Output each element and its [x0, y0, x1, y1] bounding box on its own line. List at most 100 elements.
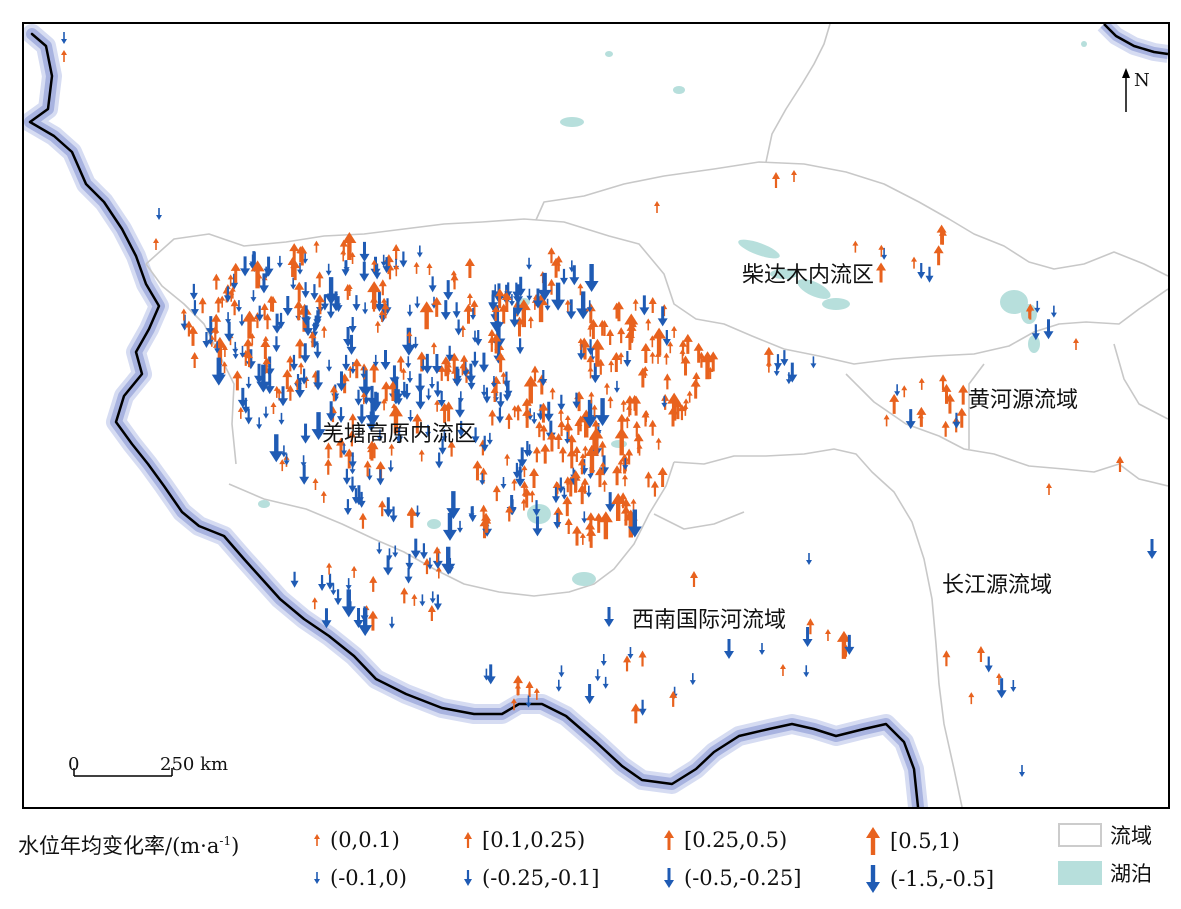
arrow-down-icon [412, 336, 419, 349]
arrow-down-icon [348, 452, 357, 469]
arrow-up-icon [510, 698, 517, 711]
arrow-up-icon [358, 512, 367, 529]
arrow-up-icon [679, 339, 688, 356]
arrow-up-icon [393, 264, 400, 277]
arrow-up-icon [584, 423, 591, 436]
arrow-down-icon [431, 353, 442, 374]
arrow-up-icon [487, 329, 496, 346]
arrow-down-icon [627, 647, 634, 660]
arrow-up-icon [369, 575, 378, 592]
arrow-down-icon [526, 257, 533, 270]
arrow-up-icon [367, 281, 382, 310]
arrow-down-icon [500, 476, 507, 489]
arrow-down-icon [211, 357, 226, 386]
label-qaidam: 柴达木内流区 [742, 263, 875, 288]
arrow-down-icon [509, 307, 520, 328]
north-label: N [1134, 70, 1150, 91]
arrow-up-icon [643, 409, 650, 422]
arrow-down-icon [613, 380, 620, 393]
arrow-up-icon [621, 474, 628, 487]
legend-fall-4-label: (-1.5,-0.5] [890, 867, 995, 891]
label-southwest: 西南国际河流域 [632, 608, 787, 633]
arrow-down-icon [282, 295, 293, 316]
arrow-down-icon [353, 608, 364, 629]
arrow-down-icon [481, 384, 488, 397]
arrow-down-icon [360, 606, 369, 623]
arrow-down-icon [294, 378, 305, 399]
arrow-down-icon [372, 354, 379, 367]
arrow-up-icon [492, 485, 501, 502]
arrow-down-icon [461, 360, 470, 377]
arrow-up-icon [633, 433, 644, 454]
arrow-down-icon [314, 872, 320, 884]
arrow-up-icon [378, 500, 387, 517]
arrow-down-icon [429, 377, 436, 390]
legend-arrow-mark [866, 865, 880, 893]
legend-rise-2-label: [0.1,0.25) [482, 828, 586, 852]
arrow-up-icon [418, 449, 425, 462]
arrow-up-icon [367, 610, 378, 631]
arrow-down-icon [380, 350, 391, 371]
arrow-up-icon [262, 357, 271, 374]
arrow-up-icon [522, 407, 533, 428]
arrow-down-icon [446, 491, 461, 520]
arrow-up-icon [690, 378, 701, 399]
arrow-up-icon [657, 467, 668, 488]
arrow-up-icon [406, 507, 417, 528]
arrow-up-icon [184, 320, 193, 337]
arrow-down-icon [435, 452, 444, 469]
legend-rise-1-label: (0,0.1) [330, 828, 400, 852]
arrow-up-icon [426, 262, 433, 275]
arrow-up-icon [577, 458, 586, 475]
arrow-up-icon [579, 532, 586, 545]
arrow-down-icon [622, 458, 629, 471]
arrow-up-icon [598, 511, 613, 540]
arrow-up-icon [529, 490, 536, 503]
arrow-up-icon [400, 587, 409, 604]
arrow-up-icon [313, 240, 320, 253]
arrow-up-icon [644, 471, 653, 488]
arrow-up-icon [557, 408, 564, 421]
arrow-up-icon [697, 351, 706, 368]
arrow-down-icon [276, 255, 283, 268]
arrow-up-icon [243, 338, 254, 359]
arrow-up-icon [654, 201, 660, 213]
legend-fall-3-label: (-0.5,-0.25] [684, 866, 802, 890]
arrow-up-icon [624, 395, 635, 416]
arrow-up-icon [683, 398, 690, 411]
arrow-down-icon [346, 334, 357, 355]
arrow-down-icon [313, 342, 322, 359]
legend-fall-1: (-0.1,0) [310, 864, 407, 892]
arrow-down-icon [399, 251, 408, 268]
arrow-up-icon [326, 562, 333, 575]
arrow-down-icon [358, 369, 373, 398]
arrow-up-icon [347, 430, 356, 447]
arrow-down-icon [410, 538, 421, 559]
arrow-down-icon [296, 262, 303, 275]
arrow-up-icon [585, 512, 596, 533]
arrow-down-icon [269, 434, 284, 463]
arrow-down-icon [426, 557, 433, 570]
arrow-down-icon [566, 299, 577, 320]
arrow-down-icon [376, 429, 383, 442]
arrow-up-icon [260, 303, 269, 320]
arrow-down-icon [1031, 324, 1040, 341]
arrow-down-icon [301, 282, 310, 299]
arrow-up-icon [1046, 483, 1052, 495]
arrow-down-icon [325, 263, 332, 276]
arrow-up-icon [661, 393, 670, 410]
arrow-down-icon [557, 394, 566, 411]
arrow-up-icon [411, 593, 418, 606]
arrow-up-icon [464, 257, 475, 278]
arrow-up-icon [611, 492, 626, 521]
arrow-down-icon [376, 542, 383, 555]
arrow-down-icon [576, 291, 591, 320]
arrow-down-icon [61, 32, 67, 44]
arrow-down-icon [315, 309, 322, 322]
arrow-up-icon [618, 352, 625, 365]
arrow-down-icon [389, 506, 398, 523]
arrow-up-icon [968, 692, 975, 705]
arrow-down-icon [214, 341, 221, 354]
arrow-down-icon [283, 453, 290, 466]
basin-boundaries [145, 24, 1168, 807]
